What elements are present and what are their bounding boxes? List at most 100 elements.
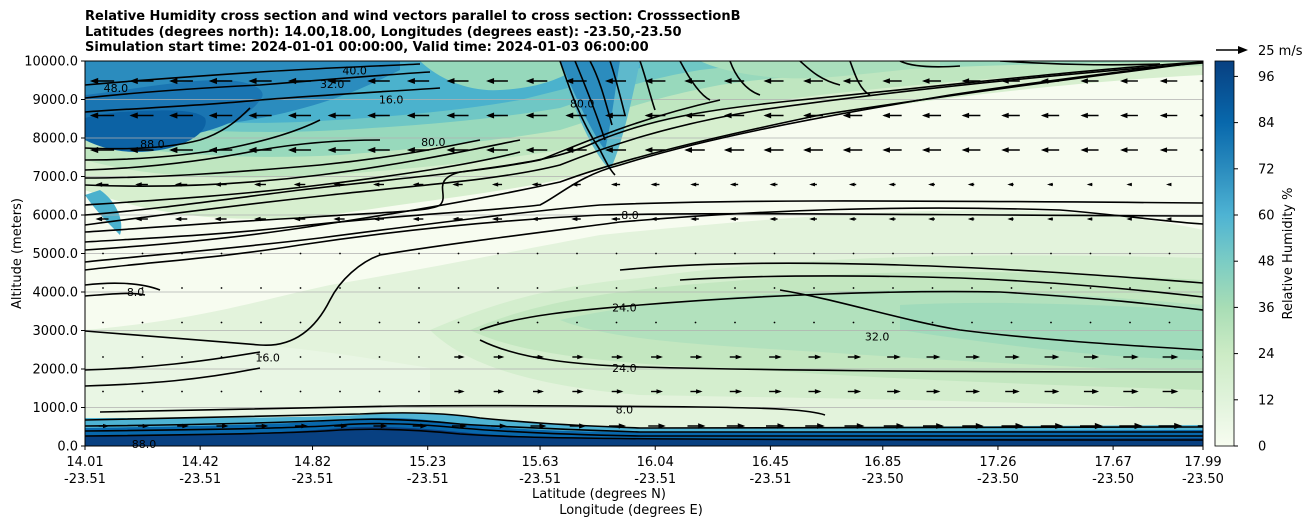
wind-arrow (572, 354, 584, 360)
wind-arrow (1010, 321, 1013, 324)
wind-arrow (208, 146, 233, 154)
wind-arrow (967, 182, 975, 187)
wind-arrow (214, 216, 227, 222)
wind-arrow (1123, 354, 1139, 360)
wind-arrow (1120, 147, 1138, 153)
wind-arrow (723, 147, 745, 153)
contour-labels: 88.0 8.0 16.0 8.0 24.0 24.0 32.0 8.0 80.0 80.0 32.… (104, 65, 890, 451)
wind-arrow (418, 252, 420, 255)
wind-arrow (452, 216, 463, 222)
wind-arrow (327, 77, 351, 85)
wind-arrow (367, 146, 390, 154)
wind-arrow (129, 112, 154, 119)
wind-arrow (852, 252, 855, 255)
wind-arrow (847, 389, 862, 394)
wind-arrow (765, 423, 786, 429)
y-tick-label: 10000.0 (24, 55, 78, 70)
wind-arrow (525, 147, 548, 153)
wind-arrow (655, 287, 657, 289)
wind-arrow (1005, 354, 1020, 360)
wind-arrow (1040, 112, 1060, 119)
wind-arrow (497, 287, 499, 289)
x-axis-label-longitude: Longitude (degrees E) (559, 503, 703, 518)
wind-arrow (1080, 112, 1099, 119)
wind-arrow (1083, 389, 1100, 394)
wind-arrow (852, 321, 855, 324)
wind-arrow (1159, 78, 1178, 84)
wind-arrow (883, 423, 905, 429)
wind-arrow (135, 216, 148, 222)
wind-arrow (102, 252, 104, 255)
wind-arrow (135, 182, 148, 187)
x-tick-label-lon: -23.50 (1182, 472, 1224, 487)
contour-label: 40.0 (342, 65, 367, 78)
wind-arrow (805, 423, 825, 429)
wind-arrow (888, 182, 896, 187)
wind-arrow (1086, 217, 1093, 221)
wind-arrow (454, 354, 465, 360)
wind-arrow (843, 44, 863, 50)
wind-arrow (367, 43, 390, 49)
wind-arrow (882, 78, 902, 84)
wind-arrow (299, 356, 302, 358)
x-tick-label-lat: 14.82 (294, 455, 331, 470)
wind-arrow (773, 252, 776, 255)
contour-label: 32.0 (865, 330, 890, 343)
wind-arrow (648, 423, 666, 429)
x-tick-label-lat: 15.23 (409, 455, 446, 470)
wind-arrow (1010, 287, 1013, 289)
wind-arrow (605, 44, 626, 50)
wind-arrow (333, 182, 345, 187)
y-tick-label: 3000.0 (33, 324, 79, 339)
wind-arrow (181, 356, 183, 358)
wind-arrow (887, 389, 901, 394)
x-tick-label-lon: -23.50 (862, 472, 904, 487)
wind-arrow (491, 182, 503, 187)
wind-arrow (525, 112, 548, 119)
wind-arrow (141, 321, 144, 324)
wind-arrow (530, 423, 547, 429)
wind-arrow (1005, 389, 1020, 394)
wind-arrow (1199, 44, 1216, 49)
wind-arrow (922, 44, 941, 50)
x-tick-label-lat: 17.26 (979, 455, 1016, 470)
wind-arrow (576, 321, 578, 324)
wind-arrow (803, 44, 823, 50)
wind-arrow (734, 287, 736, 289)
wind-arrow (888, 217, 896, 221)
x-tick-label-lat: 17.99 (1184, 455, 1221, 470)
colorbar-tick-label: 0 (1258, 440, 1266, 455)
wind-arrow (694, 287, 697, 289)
colorbar-tick-label: 12 (1258, 393, 1275, 408)
wind-arrow (571, 216, 581, 222)
wind-arrow (531, 182, 542, 187)
wind-arrow (288, 43, 311, 49)
wind-arrow (174, 182, 188, 187)
colorbar-tick-label: 24 (1258, 347, 1275, 362)
wind-arrow (684, 78, 705, 84)
wind-arrow (412, 423, 428, 429)
wind-arrow (220, 390, 223, 393)
wind-arrow (497, 321, 499, 324)
wind-arrow (1120, 112, 1138, 119)
wind-arrow (373, 423, 388, 429)
y-tick-label: 5000.0 (33, 247, 79, 262)
quiver-key-arrowhead (1238, 46, 1248, 54)
wind-arrow (407, 43, 429, 49)
wind-arrow (847, 354, 862, 360)
wind-arrow (1041, 44, 1059, 49)
wind-arrow (684, 112, 705, 119)
wind-arrow (339, 356, 341, 358)
wind-arrow (729, 389, 743, 394)
wind-arrow (1158, 422, 1183, 430)
wind-arrow (610, 182, 621, 187)
wind-arrow (931, 321, 934, 324)
wind-arrow (726, 423, 746, 429)
wind-arrow (373, 216, 384, 222)
wind-arrow (565, 147, 587, 153)
wind-arrow (293, 216, 306, 222)
wind-arrow (491, 423, 507, 429)
wind-arrow (1159, 112, 1178, 119)
wind-arrow (1165, 182, 1172, 187)
